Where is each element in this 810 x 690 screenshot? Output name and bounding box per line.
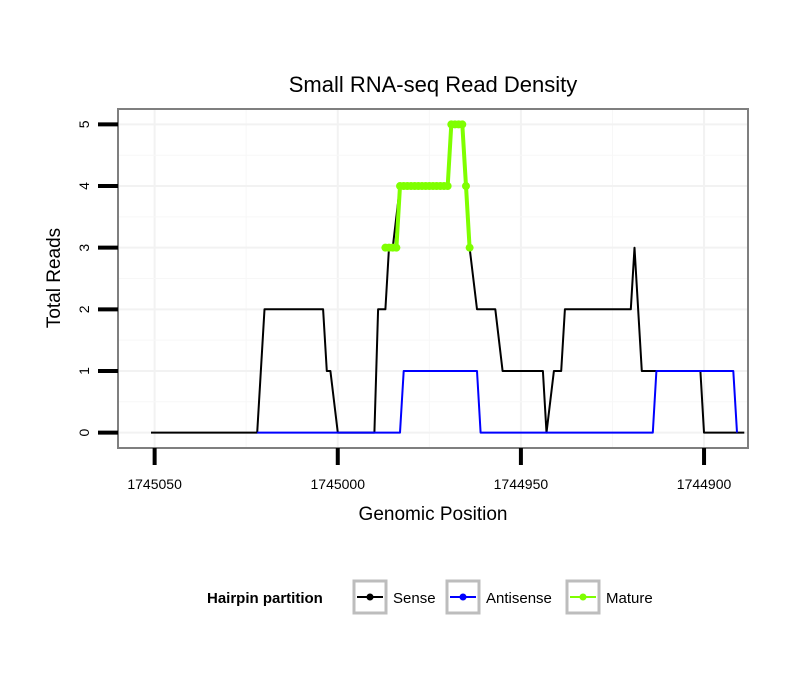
y-tick-label: 3 <box>76 244 92 252</box>
legend-key-point <box>579 593 587 601</box>
legend-item-mature: Mature <box>565 579 653 615</box>
y-axis-title: Total Reads <box>44 228 65 328</box>
plot-border <box>117 108 749 449</box>
y-tick-label: 4 <box>76 182 92 190</box>
legend-title: Hairpin partition <box>207 590 323 607</box>
x-tick-label: 1745050 <box>127 476 182 492</box>
legend: Hairpin partition Sense Antisense Mature <box>207 579 653 615</box>
legend-label-sense: Sense <box>393 590 436 607</box>
series-layer <box>151 120 745 434</box>
mature-point <box>443 182 452 191</box>
legend-item-antisense: Antisense <box>445 579 552 615</box>
chart-title: Small RNA-seq Read Density <box>289 72 578 97</box>
legend-item-sense: Sense <box>352 579 436 615</box>
x-axis-title: Genomic Position <box>359 504 508 525</box>
mature-point <box>392 243 401 252</box>
legend-key-point <box>459 593 467 601</box>
x-tick-label: 1744900 <box>677 476 732 492</box>
mature-point <box>458 120 467 129</box>
x-tick-label: 1745000 <box>311 476 366 492</box>
series-line-antisense <box>257 370 738 434</box>
legend-label-mature: Mature <box>606 590 653 607</box>
x-tick-label: 1744950 <box>494 476 549 492</box>
y-tick-label: 5 <box>76 120 92 128</box>
legend-key-point <box>366 593 374 601</box>
legend-label-antisense: Antisense <box>486 590 552 607</box>
mature-point <box>461 182 470 191</box>
axes: 1745050 1745000 1744950 1744900 0 1 2 3 4 5 <box>76 120 732 492</box>
y-tick-label: 1 <box>76 367 92 375</box>
y-tick-label: 2 <box>76 305 92 313</box>
mature-point <box>465 243 474 252</box>
y-tick-label: 0 <box>76 428 92 436</box>
